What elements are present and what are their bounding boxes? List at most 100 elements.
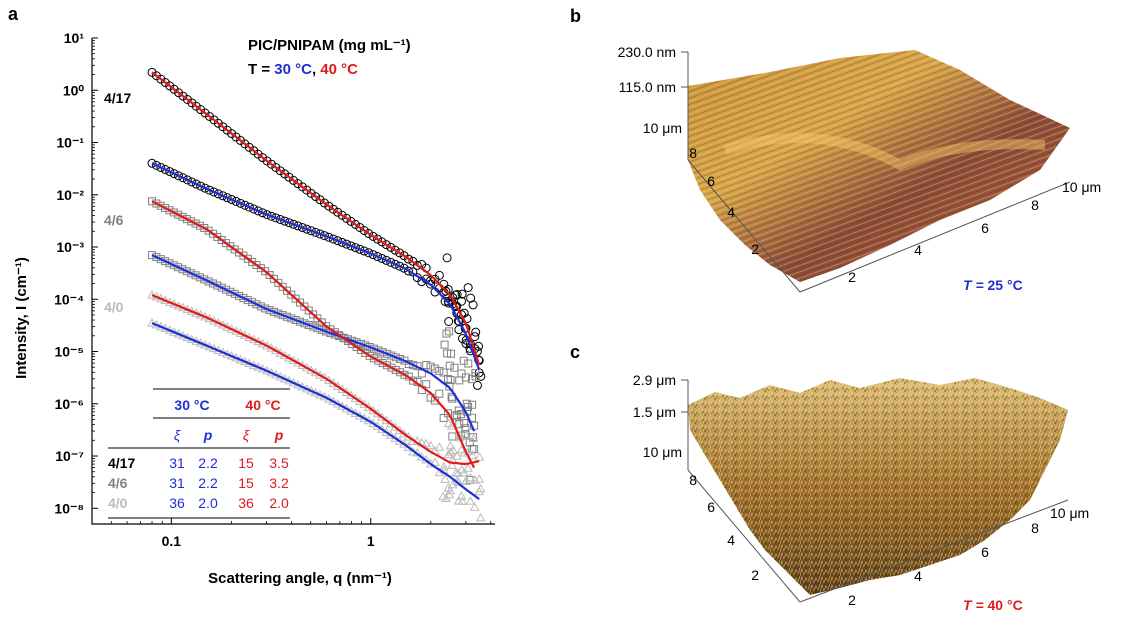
data-point (169, 208, 178, 217)
data-point (430, 457, 440, 466)
x-label: 6 (981, 220, 989, 236)
data-point (227, 195, 237, 205)
data-point (311, 227, 321, 237)
data-point (275, 214, 285, 224)
axes-b (681, 51, 1071, 293)
x-label: 8 (1031, 197, 1039, 213)
data-point (468, 400, 477, 409)
data-point (377, 253, 387, 263)
data-point (196, 181, 206, 191)
data-point (213, 189, 223, 199)
data-point (368, 250, 378, 260)
table-row-label: 4/6 (108, 475, 128, 491)
x-tick-label: 0.1 (162, 533, 182, 549)
surface-b-texture (688, 50, 1070, 282)
y-tick-label: 10⁻⁸ (54, 500, 84, 516)
data-point (425, 440, 436, 450)
data-point (465, 496, 476, 505)
data-point (443, 449, 454, 459)
data-point (147, 158, 157, 168)
table-row-label: 4/0 (108, 495, 128, 511)
data-point (440, 296, 450, 306)
data-point (337, 237, 347, 247)
data-point (152, 253, 161, 262)
data-point (445, 447, 456, 456)
data-point (474, 452, 485, 461)
data-point (447, 460, 457, 469)
data-point (390, 245, 400, 255)
data-point (182, 267, 191, 276)
y-label: 2 (751, 241, 759, 257)
data-point (265, 306, 274, 315)
data-point (297, 223, 307, 233)
data-point (469, 502, 480, 511)
series-label-4-0: 4/0 (104, 299, 124, 315)
data-point (217, 283, 226, 292)
data-point (461, 429, 470, 438)
data-point (422, 380, 431, 389)
data-point (222, 285, 231, 294)
panel-label-c: c (570, 342, 580, 362)
data-point (391, 353, 400, 362)
data-point (368, 231, 378, 241)
data-point (315, 229, 325, 239)
data-point (200, 183, 210, 193)
series-label-4-17: 4/17 (104, 90, 131, 106)
data-point (435, 389, 444, 398)
x-label: 4 (914, 242, 922, 258)
data-point (287, 314, 296, 323)
data-point (156, 255, 165, 264)
fit-line-fit_30 (151, 162, 481, 370)
table-cell: 36 (238, 495, 254, 511)
data-point (400, 370, 409, 379)
data-point (448, 445, 459, 454)
table-sub-xi-30: ξ (174, 427, 181, 443)
z-label: 230.0 nm (618, 44, 676, 60)
data-point (365, 342, 374, 351)
data-point (284, 218, 294, 228)
y-tick-label: 10⁻¹ (56, 135, 84, 151)
data-point (165, 206, 174, 215)
data-point (222, 193, 232, 203)
data-point (148, 251, 157, 260)
legend-temperature: T = 30 °C, 40 °C (248, 61, 358, 78)
data-point (213, 281, 222, 290)
data-point (274, 309, 283, 318)
data-point (471, 369, 480, 378)
panel-label-a: a (8, 4, 19, 24)
data-point (396, 355, 405, 364)
data-point (293, 221, 303, 231)
data-point (300, 319, 309, 328)
x-label: 2 (848, 269, 856, 285)
data-point (460, 419, 469, 428)
surface-b-ridge (723, 133, 1046, 171)
table-cell: 31 (169, 475, 185, 491)
y-label: 4 (727, 204, 735, 220)
data-point (195, 221, 204, 230)
data-point (187, 269, 196, 278)
data-point (462, 399, 471, 408)
data-point (165, 259, 174, 268)
data-point (302, 224, 312, 234)
data-point (430, 364, 439, 373)
data-point (470, 445, 479, 454)
data-point (282, 312, 291, 321)
data-point (306, 226, 316, 236)
data-point (235, 198, 245, 208)
data-point (471, 327, 481, 337)
data-point (209, 187, 219, 197)
data-point (244, 202, 254, 212)
data-point (169, 261, 178, 270)
data-point (161, 257, 170, 266)
z-label: 1.5 μm (633, 404, 676, 420)
data-point (387, 351, 396, 360)
data-point (465, 472, 476, 482)
table-cell: 3.5 (269, 455, 289, 471)
data-point (346, 241, 356, 251)
data-point (174, 171, 184, 181)
x-label: 8 (1031, 520, 1039, 536)
data-point (278, 311, 287, 320)
data-point (456, 464, 467, 474)
data-point (370, 354, 379, 363)
